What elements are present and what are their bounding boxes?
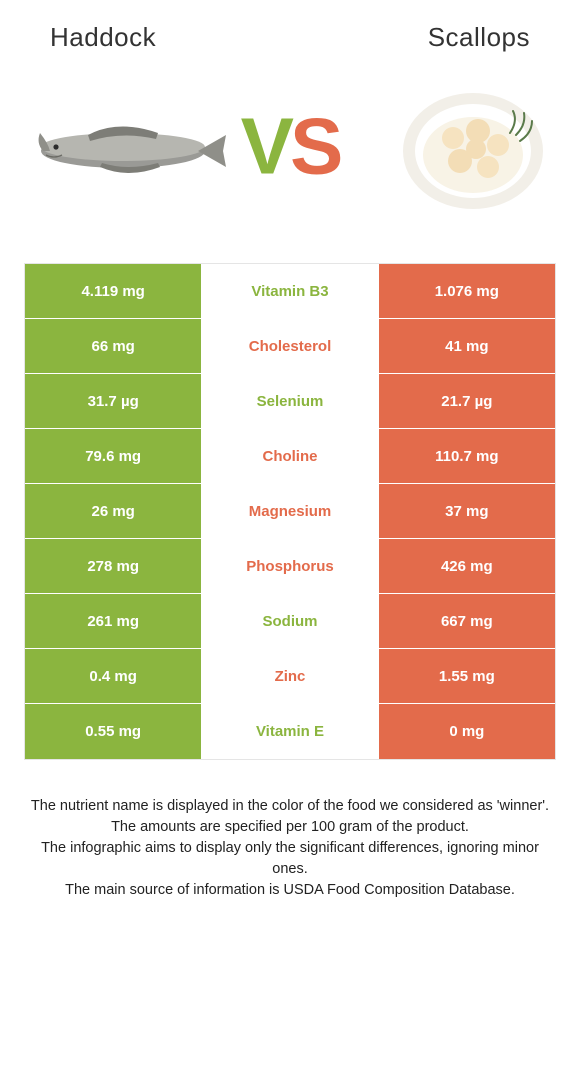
nutrient-label: Phosphorus	[202, 539, 377, 593]
table-row: 31.7 µgSelenium21.7 µg	[25, 374, 555, 429]
value-left: 278 mg	[25, 539, 202, 593]
nutrient-label: Choline	[202, 429, 377, 483]
hero: VS	[0, 73, 580, 233]
value-left: 26 mg	[25, 484, 202, 538]
title-right: Scallops	[428, 22, 530, 53]
nutrient-label: Sodium	[202, 594, 377, 648]
value-right: 667 mg	[378, 594, 555, 648]
value-right: 1.55 mg	[378, 649, 555, 703]
table-row: 278 mgPhosphorus426 mg	[25, 539, 555, 594]
footer-notes: The nutrient name is displayed in the co…	[28, 796, 552, 901]
table-row: 0.4 mgZinc1.55 mg	[25, 649, 555, 704]
value-right: 426 mg	[378, 539, 555, 593]
table-row: 4.119 mgVitamin B31.076 mg	[25, 264, 555, 319]
value-right: 110.7 mg	[378, 429, 555, 483]
value-right: 21.7 µg	[378, 374, 555, 428]
table-row: 0.55 mgVitamin E0 mg	[25, 704, 555, 759]
value-left: 66 mg	[25, 319, 202, 373]
table-row: 79.6 mgCholine110.7 mg	[25, 429, 555, 484]
scallops-image	[398, 83, 548, 223]
value-right: 41 mg	[378, 319, 555, 373]
table-row: 26 mgMagnesium37 mg	[25, 484, 555, 539]
value-left: 4.119 mg	[25, 264, 202, 318]
title-left: Haddock	[50, 22, 156, 53]
nutrient-label: Zinc	[202, 649, 377, 703]
nutrient-label: Magnesium	[202, 484, 377, 538]
nutrient-label: Cholesterol	[202, 319, 377, 373]
nutrient-label: Selenium	[202, 374, 377, 428]
table-row: 261 mgSodium667 mg	[25, 594, 555, 649]
value-left: 31.7 µg	[25, 374, 202, 428]
value-left: 261 mg	[25, 594, 202, 648]
value-right: 0 mg	[378, 704, 555, 759]
value-left: 0.4 mg	[25, 649, 202, 703]
vs-s: S	[290, 102, 339, 191]
vs-label: VS	[241, 107, 340, 187]
footer-line-2: The amounts are specified per 100 gram o…	[28, 817, 552, 838]
value-left: 79.6 mg	[25, 429, 202, 483]
footer-line-4: The main source of information is USDA F…	[28, 880, 552, 901]
nutrient-label: Vitamin E	[202, 704, 377, 759]
nutrient-label: Vitamin B3	[202, 264, 377, 318]
value-right: 37 mg	[378, 484, 555, 538]
value-left: 0.55 mg	[25, 704, 202, 759]
table-row: 66 mgCholesterol41 mg	[25, 319, 555, 374]
footer-line-3: The infographic aims to display only the…	[28, 838, 552, 880]
footer-line-1: The nutrient name is displayed in the co…	[28, 796, 552, 817]
header: Haddock Scallops	[0, 0, 580, 63]
haddock-image	[28, 83, 228, 198]
nutrient-table: 4.119 mgVitamin B31.076 mg66 mgCholester…	[24, 263, 556, 760]
value-right: 1.076 mg	[378, 264, 555, 318]
vs-v: V	[241, 102, 290, 191]
